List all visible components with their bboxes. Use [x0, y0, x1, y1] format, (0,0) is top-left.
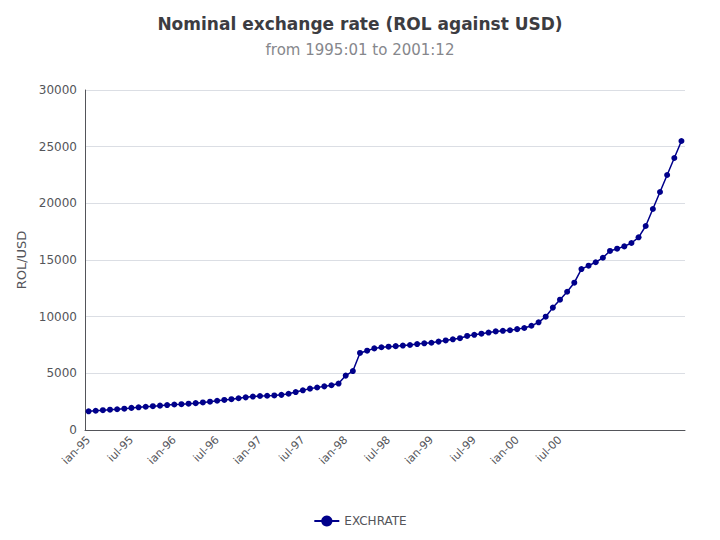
svg-text:ROL/USD: ROL/USD	[14, 231, 29, 290]
svg-text:ian-97: ian-97	[231, 433, 265, 467]
svg-text:EXCHRATE: EXCHRATE	[344, 514, 406, 528]
svg-text:ian-95: ian-95	[59, 433, 93, 467]
svg-text:ian-96: ian-96	[145, 433, 179, 467]
svg-text:ian-99: ian-99	[402, 433, 436, 467]
svg-text:20000: 20000	[39, 196, 77, 210]
svg-text:15000: 15000	[39, 253, 77, 267]
svg-text:25000: 25000	[39, 140, 77, 154]
svg-text:5000: 5000	[46, 366, 77, 380]
svg-text:0: 0	[69, 423, 77, 437]
svg-text:iul-96: iul-96	[191, 433, 222, 464]
svg-text:iul-95: iul-95	[105, 433, 136, 464]
svg-text:iul-00: iul-00	[533, 433, 564, 464]
svg-text:30000: 30000	[39, 83, 77, 97]
svg-text:Nominal exchange rate (ROL aga: Nominal exchange rate (ROL against USD)	[157, 14, 562, 34]
svg-text:10000: 10000	[39, 310, 77, 324]
svg-text:from 1995:01 to 2001:12: from 1995:01 to 2001:12	[266, 41, 455, 59]
svg-text:ian-00: ian-00	[488, 433, 522, 467]
svg-text:iul-98: iul-98	[362, 433, 393, 464]
svg-text:iul-99: iul-99	[448, 433, 479, 464]
svg-text:ian-98: ian-98	[317, 433, 351, 467]
svg-text:iul-97: iul-97	[276, 433, 307, 464]
